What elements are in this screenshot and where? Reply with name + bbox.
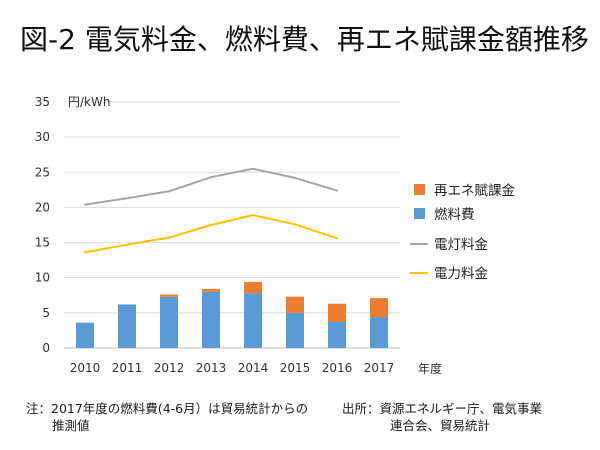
bar-fuel-cost-2014: [244, 293, 262, 348]
x-axis-label: 年度: [418, 361, 442, 376]
legend-industrial-rate-label: 電力料金: [434, 266, 488, 282]
y-tick-label-15: 15: [35, 236, 50, 250]
bar-fuel-cost-2012: [160, 296, 178, 348]
x-tick-label-2011: 2011: [112, 361, 143, 375]
y-tick-label-35: 35: [35, 95, 50, 109]
x-tick-label-2017: 2017: [364, 361, 395, 375]
legend-household-rate-label: 電灯料金: [434, 237, 488, 253]
line-industrial-rate: [84, 214, 338, 254]
y-tick-label-5: 5: [42, 306, 50, 320]
bar-renewable-levy-2015: [286, 296, 304, 313]
y-tick-label-30: 30: [35, 130, 50, 144]
legend-fuel-cost-swatch: [414, 208, 425, 219]
bar-renewable-levy-2013: [202, 288, 220, 292]
x-tick-label-2012: 2012: [154, 361, 185, 375]
footnote-line-2: 推測値: [52, 418, 90, 433]
bar-fuel-cost-2011: [118, 304, 136, 348]
chart-title: 図-2 電気料金、燃料費、再エネ賦課金額推移: [20, 23, 589, 56]
y-tick-label-20: 20: [35, 200, 50, 214]
y-tick-label-10: 10: [35, 271, 50, 285]
x-tick-label-2010: 2010: [70, 361, 101, 375]
bar-renewable-levy-2014: [244, 281, 262, 294]
bar-fuel-cost-2015: [286, 312, 304, 348]
x-tick-label-2015: 2015: [280, 361, 311, 375]
y-axis-label: 円/kWh: [68, 95, 110, 109]
source-note: 出所：資源エネルギー庁、電気事業 連合会、貿易統計: [342, 400, 542, 434]
bar-renewable-levy-2017: [370, 298, 388, 318]
y-tick-label-25: 25: [35, 165, 50, 179]
bar-fuel-cost-2013: [202, 291, 220, 348]
footnote-line-1: 注：2017年度の燃料費(4-6月）は貿易統計からの: [26, 401, 309, 416]
footnote: 注：2017年度の燃料費(4-6月）は貿易統計からの 推測値: [26, 400, 308, 434]
bar-fuel-cost-2016: [328, 321, 346, 348]
x-tick-label-2016: 2016: [322, 361, 353, 375]
legend-renewable-levy-swatch: [414, 184, 425, 195]
bar-renewable-levy-2012: [160, 294, 178, 297]
y-tick-label-0: 0: [42, 341, 50, 355]
source-line-2: 連合会、貿易統計: [390, 418, 491, 433]
legend-renewable-levy-label: 再エネ賦課金: [434, 183, 515, 199]
legend-fuel-cost-label: 燃料費: [434, 206, 475, 223]
x-tick-label-2014: 2014: [238, 361, 269, 375]
line-household-rate: [84, 167, 338, 206]
bar-renewable-levy-2016: [328, 303, 346, 322]
bar-fuel-cost-2017: [370, 317, 388, 348]
x-tick-label-2013: 2013: [196, 361, 227, 375]
bar-fuel-cost-2010: [76, 322, 94, 348]
source-line-1: 出所：資源エネルギー庁、電気事業: [342, 401, 543, 416]
